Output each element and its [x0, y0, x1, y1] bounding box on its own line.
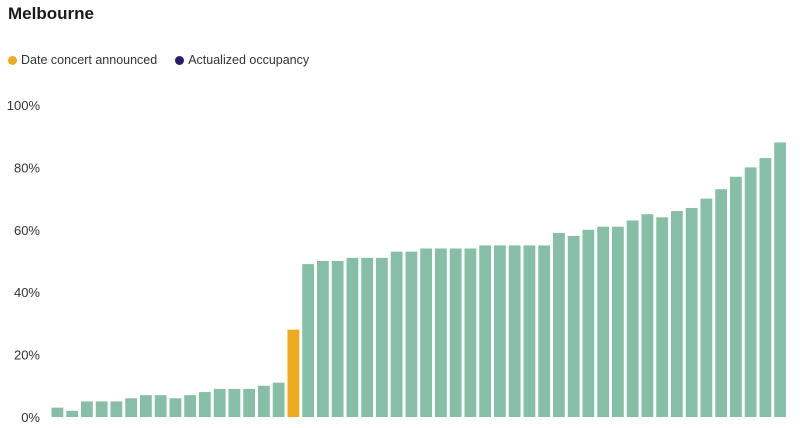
- bar: [287, 329, 300, 417]
- bar: [700, 198, 713, 417]
- bar: [331, 261, 344, 417]
- legend-swatch-announced: [8, 55, 17, 65]
- bar: [184, 395, 197, 417]
- legend-item-announced: Date concert announced: [8, 53, 157, 67]
- bar: [110, 401, 123, 417]
- bar: [125, 398, 138, 417]
- bar: [81, 401, 93, 417]
- y-tick-label: 60%: [14, 223, 40, 238]
- y-tick-label: 80%: [14, 160, 40, 175]
- bar: [95, 401, 108, 417]
- y-axis: 0% 20% 40% 60% 80% 100%: [7, 98, 41, 425]
- bar: [656, 217, 669, 417]
- bar: [774, 142, 787, 417]
- bar: [449, 248, 462, 417]
- bar: [213, 388, 226, 417]
- legend: Date concert announced Actualized occupa…: [8, 53, 327, 67]
- bar: [715, 189, 728, 417]
- bar: [759, 158, 772, 418]
- bar: [494, 245, 506, 417]
- bar: [376, 257, 388, 417]
- bar: [508, 245, 521, 417]
- legend-item-actualized: Actualized occupancy: [175, 53, 309, 67]
- bar: [612, 226, 624, 417]
- bar: [538, 245, 551, 417]
- bar: [744, 167, 757, 417]
- bar: [553, 232, 565, 417]
- bar: [169, 398, 182, 417]
- bar: [361, 257, 374, 417]
- bar: [51, 407, 64, 417]
- bar: [435, 248, 447, 417]
- bar: [567, 236, 580, 417]
- legend-label-announced: Date concert announced: [21, 53, 158, 67]
- bar: [685, 207, 698, 417]
- bar: [597, 226, 610, 417]
- bar: [243, 388, 256, 417]
- bar: [140, 395, 152, 417]
- bar: [66, 410, 79, 417]
- bar: [464, 248, 477, 417]
- y-tick-label: 40%: [14, 285, 40, 300]
- bar: [258, 385, 270, 417]
- chart-title: Melbourne: [8, 4, 94, 23]
- y-tick-label: 0%: [21, 410, 40, 425]
- bar: [671, 211, 683, 417]
- bar: [420, 248, 433, 417]
- legend-swatch-actualized: [175, 55, 185, 65]
- bar: [405, 251, 418, 417]
- bar: [346, 257, 359, 417]
- bar: [479, 245, 492, 417]
- bar: [154, 395, 167, 417]
- bars: [51, 142, 787, 418]
- bar: [302, 264, 315, 417]
- bar: [228, 388, 241, 417]
- bar: [199, 392, 211, 417]
- bar: [582, 229, 595, 417]
- y-tick-label: 100%: [7, 98, 41, 113]
- y-tick-label: 20%: [14, 348, 40, 363]
- bar: [730, 176, 742, 417]
- legend-label-actualized: Actualized occupancy: [188, 53, 310, 67]
- bar: [523, 245, 536, 417]
- bar: [317, 261, 329, 417]
- bar: [390, 251, 403, 417]
- bar: [641, 214, 654, 417]
- bar: [272, 382, 285, 417]
- bar: [626, 220, 639, 417]
